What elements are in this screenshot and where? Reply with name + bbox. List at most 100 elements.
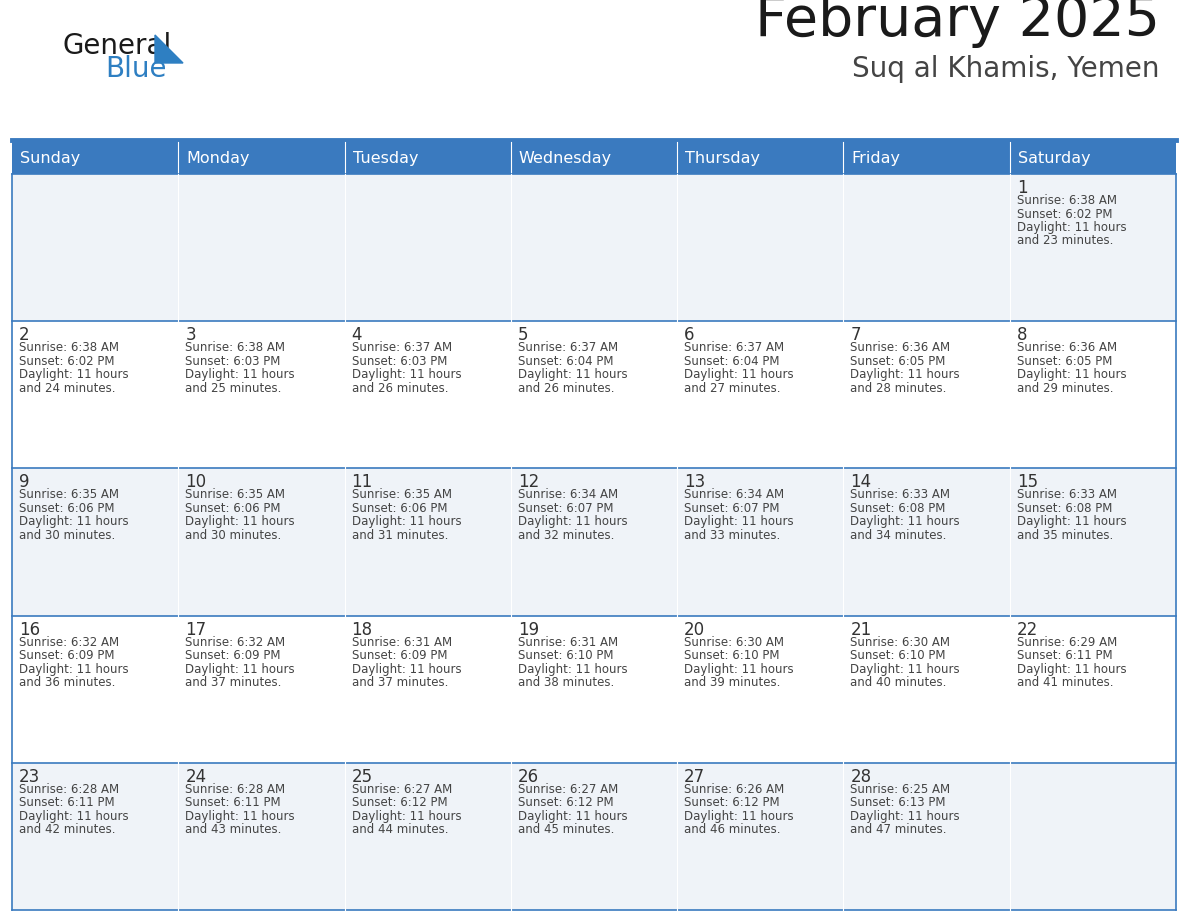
Bar [12, 616, 178, 763]
Text: Sunset: 6:12 PM: Sunset: 6:12 PM [352, 796, 447, 810]
Bar [511, 763, 677, 910]
Text: Sunrise: 6:28 AM: Sunrise: 6:28 AM [185, 783, 285, 796]
Bar [178, 763, 345, 910]
Text: Daylight: 11 hours: Daylight: 11 hours [851, 368, 960, 381]
Text: Sunrise: 6:30 AM: Sunrise: 6:30 AM [684, 635, 784, 649]
Bar [677, 142, 843, 174]
Text: and 46 minutes.: and 46 minutes. [684, 823, 781, 836]
Text: Wednesday: Wednesday [519, 151, 612, 165]
Text: Daylight: 11 hours: Daylight: 11 hours [352, 810, 461, 823]
Text: 28: 28 [851, 767, 872, 786]
Text: Sunset: 6:10 PM: Sunset: 6:10 PM [518, 649, 613, 662]
Bar [677, 174, 843, 321]
Text: 27: 27 [684, 767, 706, 786]
Text: and 27 minutes.: and 27 minutes. [684, 382, 781, 395]
Text: Sunrise: 6:34 AM: Sunrise: 6:34 AM [684, 488, 784, 501]
Text: Monday: Monday [187, 151, 249, 165]
Text: Sunday: Sunday [20, 151, 81, 165]
Text: and 33 minutes.: and 33 minutes. [684, 529, 781, 542]
Text: Sunset: 6:03 PM: Sunset: 6:03 PM [185, 354, 280, 368]
Text: Daylight: 11 hours: Daylight: 11 hours [19, 368, 128, 381]
Bar [1010, 142, 1176, 174]
Text: and 24 minutes.: and 24 minutes. [19, 382, 115, 395]
Text: 3: 3 [185, 326, 196, 344]
Text: Sunset: 6:05 PM: Sunset: 6:05 PM [1017, 354, 1112, 368]
Polygon shape [154, 35, 183, 63]
Text: 13: 13 [684, 474, 706, 491]
Text: Sunrise: 6:27 AM: Sunrise: 6:27 AM [352, 783, 451, 796]
Text: and 37 minutes.: and 37 minutes. [352, 676, 448, 689]
Text: Daylight: 11 hours: Daylight: 11 hours [19, 663, 128, 676]
Text: Daylight: 11 hours: Daylight: 11 hours [352, 515, 461, 529]
Bar [12, 142, 178, 174]
Text: 21: 21 [851, 621, 872, 639]
Bar [345, 468, 511, 616]
Text: Sunrise: 6:36 AM: Sunrise: 6:36 AM [851, 341, 950, 354]
Text: Daylight: 11 hours: Daylight: 11 hours [185, 810, 295, 823]
Text: Sunrise: 6:37 AM: Sunrise: 6:37 AM [352, 341, 451, 354]
Text: Daylight: 11 hours: Daylight: 11 hours [851, 663, 960, 676]
Bar [345, 616, 511, 763]
Text: and 43 minutes.: and 43 minutes. [185, 823, 282, 836]
Text: 19: 19 [518, 621, 539, 639]
Text: 1: 1 [1017, 179, 1028, 197]
Text: Sunrise: 6:35 AM: Sunrise: 6:35 AM [352, 488, 451, 501]
Text: and 39 minutes.: and 39 minutes. [684, 676, 781, 689]
Text: Sunset: 6:09 PM: Sunset: 6:09 PM [19, 649, 114, 662]
Text: and 41 minutes.: and 41 minutes. [1017, 676, 1113, 689]
Bar [1010, 321, 1176, 468]
Bar [12, 763, 178, 910]
Text: and 47 minutes.: and 47 minutes. [851, 823, 947, 836]
Text: Sunrise: 6:37 AM: Sunrise: 6:37 AM [684, 341, 784, 354]
Bar [345, 142, 511, 174]
Text: Sunrise: 6:25 AM: Sunrise: 6:25 AM [851, 783, 950, 796]
Text: Daylight: 11 hours: Daylight: 11 hours [684, 663, 794, 676]
Text: Friday: Friday [852, 151, 901, 165]
Text: 17: 17 [185, 621, 207, 639]
Text: 7: 7 [851, 326, 861, 344]
Bar [178, 321, 345, 468]
Text: Sunrise: 6:37 AM: Sunrise: 6:37 AM [518, 341, 618, 354]
Bar [843, 142, 1010, 174]
Text: Sunset: 6:10 PM: Sunset: 6:10 PM [851, 649, 946, 662]
Text: Daylight: 11 hours: Daylight: 11 hours [1017, 368, 1126, 381]
Text: Daylight: 11 hours: Daylight: 11 hours [851, 810, 960, 823]
Text: 11: 11 [352, 474, 373, 491]
Text: Sunset: 6:06 PM: Sunset: 6:06 PM [185, 502, 280, 515]
Text: Daylight: 11 hours: Daylight: 11 hours [518, 663, 627, 676]
Bar [1010, 468, 1176, 616]
Bar [1010, 174, 1176, 321]
Text: and 44 minutes.: and 44 minutes. [352, 823, 448, 836]
Text: and 40 minutes.: and 40 minutes. [851, 676, 947, 689]
Text: 12: 12 [518, 474, 539, 491]
Bar [677, 616, 843, 763]
Text: and 42 minutes.: and 42 minutes. [19, 823, 115, 836]
Text: and 30 minutes.: and 30 minutes. [19, 529, 115, 542]
Text: 10: 10 [185, 474, 207, 491]
Text: Daylight: 11 hours: Daylight: 11 hours [684, 368, 794, 381]
Text: Sunrise: 6:28 AM: Sunrise: 6:28 AM [19, 783, 119, 796]
Text: Sunset: 6:12 PM: Sunset: 6:12 PM [684, 796, 779, 810]
Text: 8: 8 [1017, 326, 1028, 344]
Text: 14: 14 [851, 474, 872, 491]
Text: Sunrise: 6:36 AM: Sunrise: 6:36 AM [1017, 341, 1117, 354]
Text: Sunrise: 6:38 AM: Sunrise: 6:38 AM [19, 341, 119, 354]
Text: Sunrise: 6:32 AM: Sunrise: 6:32 AM [185, 635, 285, 649]
Text: 16: 16 [19, 621, 40, 639]
Text: Daylight: 11 hours: Daylight: 11 hours [1017, 515, 1126, 529]
Text: Sunset: 6:07 PM: Sunset: 6:07 PM [518, 502, 613, 515]
Bar [677, 468, 843, 616]
Text: Sunset: 6:06 PM: Sunset: 6:06 PM [352, 502, 447, 515]
Text: 25: 25 [352, 767, 373, 786]
Bar [12, 468, 178, 616]
Text: Daylight: 11 hours: Daylight: 11 hours [518, 515, 627, 529]
Text: Daylight: 11 hours: Daylight: 11 hours [684, 810, 794, 823]
Bar [677, 763, 843, 910]
Text: Sunrise: 6:38 AM: Sunrise: 6:38 AM [1017, 194, 1117, 207]
Text: Sunset: 6:04 PM: Sunset: 6:04 PM [518, 354, 613, 368]
Text: 26: 26 [518, 767, 539, 786]
Bar [677, 321, 843, 468]
Text: Daylight: 11 hours: Daylight: 11 hours [1017, 663, 1126, 676]
Text: Daylight: 11 hours: Daylight: 11 hours [352, 663, 461, 676]
Text: and 37 minutes.: and 37 minutes. [185, 676, 282, 689]
